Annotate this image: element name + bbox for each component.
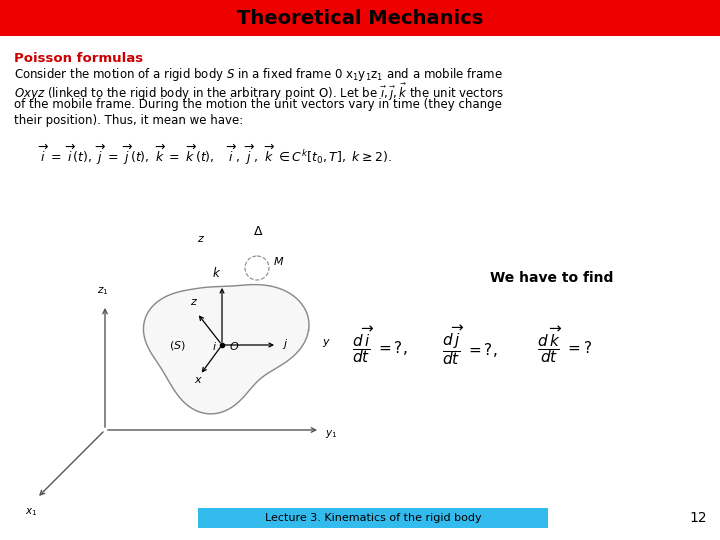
Text: $\dfrac{d\,\overrightarrow{i}}{dt}\ {=}{?}{,}$: $\dfrac{d\,\overrightarrow{i}}{dt}\ {=}{…: [352, 325, 408, 366]
Text: Lecture 3. Kinematics of the rigid body: Lecture 3. Kinematics of the rigid body: [265, 513, 481, 523]
Text: Consider the motion of a rigid body $S$ in a fixed frame 0 $\mathrm{x_1y_1z_1}$ : Consider the motion of a rigid body $S$ …: [14, 66, 503, 83]
Text: $\overrightarrow{i}\ =\ \overrightarrow{i}\,(t),\ \overrightarrow{j}\ =\ \overri: $\overrightarrow{i}\ =\ \overrightarrow{…: [38, 143, 392, 167]
Text: $z$: $z$: [190, 297, 198, 307]
Text: $y$: $y$: [322, 337, 331, 349]
FancyBboxPatch shape: [198, 508, 548, 528]
Text: Poisson formulas: Poisson formulas: [14, 52, 143, 65]
Text: $M$: $M$: [273, 255, 284, 267]
Text: 12: 12: [689, 511, 707, 525]
Text: $i$: $i$: [212, 340, 217, 352]
Polygon shape: [143, 285, 309, 414]
Text: Theoretical Mechanics: Theoretical Mechanics: [237, 9, 483, 28]
Text: $z_1$: $z_1$: [97, 285, 109, 297]
FancyBboxPatch shape: [0, 0, 720, 36]
Text: $j$: $j$: [282, 337, 288, 351]
Text: We have to find: We have to find: [490, 271, 613, 285]
Text: of the mobile frame. During the motion the unit vectors vary in time (they chang: of the mobile frame. During the motion t…: [14, 98, 502, 111]
Text: their position). Thus, it mean we have:: their position). Thus, it mean we have:: [14, 114, 243, 127]
Text: $x$: $x$: [194, 375, 203, 385]
Text: $z$: $z$: [197, 234, 205, 244]
Text: $\dfrac{d\,\overrightarrow{k}}{dt}\ {=}{?}$: $\dfrac{d\,\overrightarrow{k}}{dt}\ {=}{…: [537, 325, 593, 366]
Text: $x_1$: $x_1$: [24, 506, 37, 518]
Text: $O$: $O$: [229, 340, 239, 352]
Text: $\Delta$: $\Delta$: [253, 225, 264, 238]
Text: $y_1$: $y_1$: [325, 428, 338, 440]
Text: $\dfrac{d\,\overrightarrow{j}}{dt}\ {=}{?}{,}$: $\dfrac{d\,\overrightarrow{j}}{dt}\ {=}{…: [442, 323, 498, 367]
Text: $\mathit{Oxyz}$ (linked to the rigid body in the arbitrary point O). Let be $\ve: $\mathit{Oxyz}$ (linked to the rigid bod…: [14, 82, 503, 103]
Text: $k$: $k$: [212, 266, 221, 280]
Text: $(S)$: $(S)$: [168, 339, 186, 352]
